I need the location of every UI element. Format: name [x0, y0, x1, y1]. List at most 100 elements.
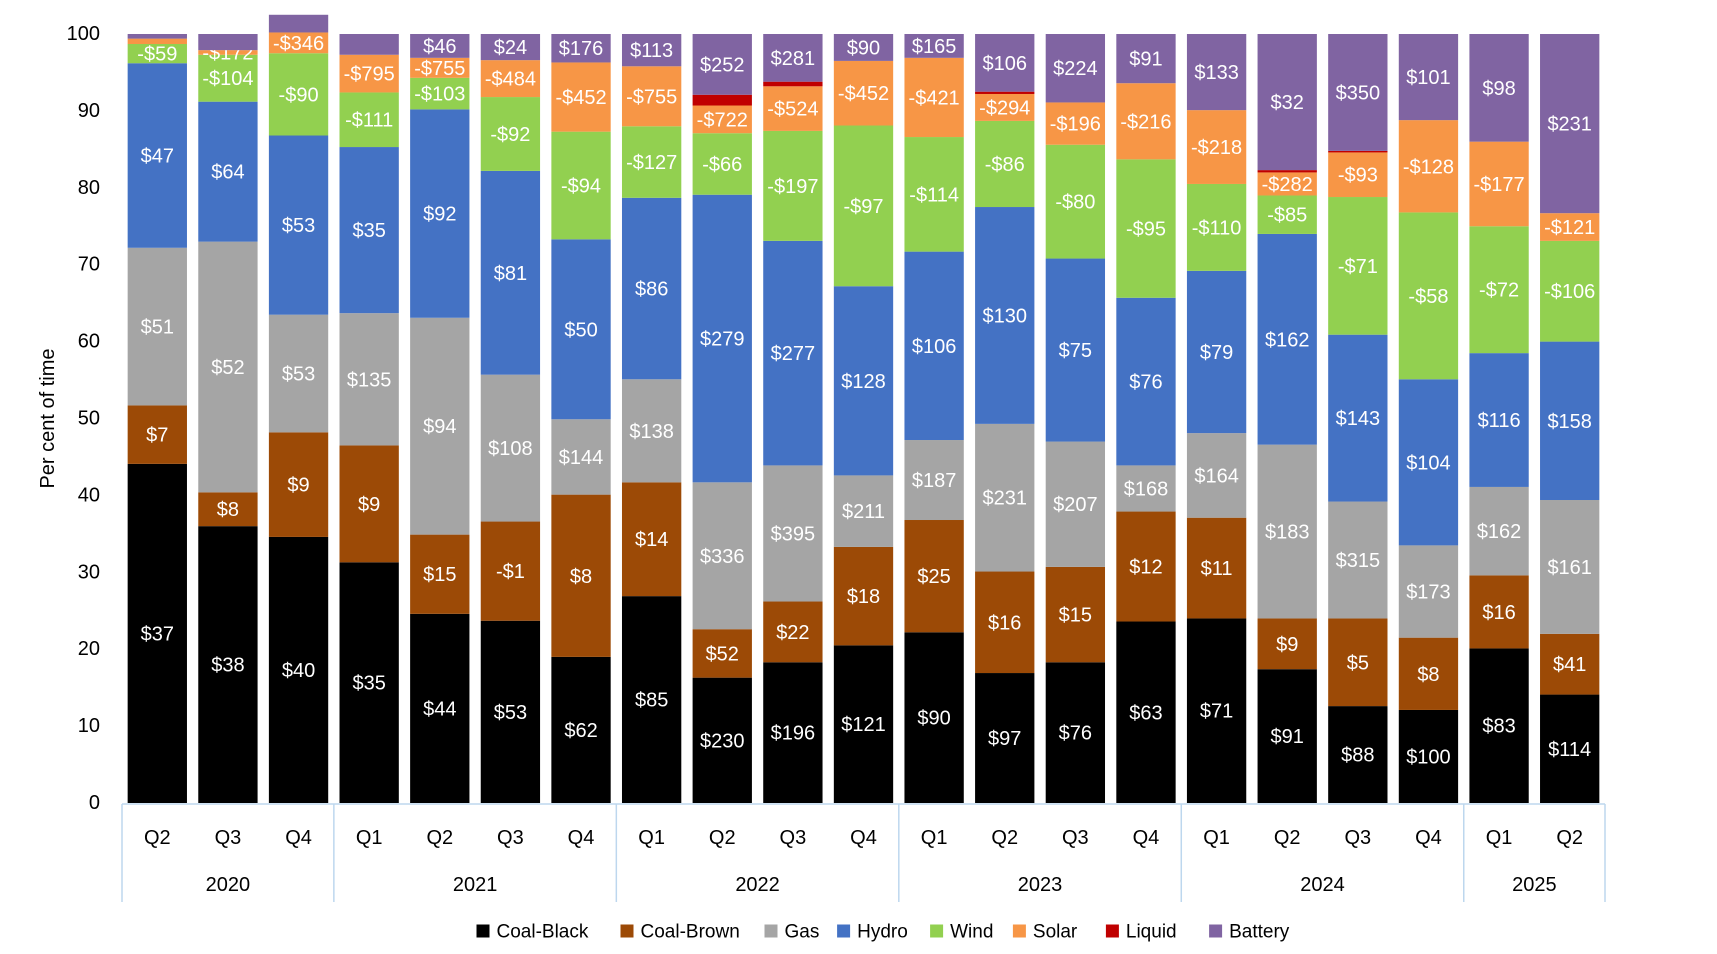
bar-segment-gas	[1328, 501, 1388, 619]
y-tick-label: 60	[78, 331, 100, 353]
bar-segment-wind	[410, 77, 470, 110]
data-label: $53	[282, 364, 315, 386]
data-label: -$106	[1544, 281, 1595, 303]
bar-segment-coal-brown	[975, 571, 1035, 674]
data-label: -$128	[1403, 156, 1454, 178]
bar-segment-coal-brown	[763, 601, 823, 663]
bar-segment-wind	[975, 120, 1035, 208]
bar-segment-wind	[1045, 144, 1106, 259]
legend-label: Wind	[950, 922, 993, 943]
data-label: $207	[1053, 494, 1098, 516]
bar-segment-solar	[339, 54, 399, 93]
data-label: $64	[211, 162, 244, 184]
data-label: $79	[1200, 342, 1233, 364]
data-label: -$484	[485, 69, 536, 91]
data-label: $5	[1347, 652, 1369, 674]
year-label: 2022	[735, 874, 780, 896]
data-label: $88	[1341, 745, 1374, 767]
data-label: $164	[1194, 465, 1239, 487]
bar-segment-coal-brown	[621, 482, 682, 597]
data-label: -$66	[702, 154, 742, 176]
data-label: $8	[217, 499, 239, 521]
data-label: $165	[912, 36, 957, 58]
bar-segment-gas	[268, 314, 329, 433]
data-label: -$177	[1473, 174, 1524, 196]
data-label: -$104	[202, 68, 253, 90]
data-label: $18	[847, 586, 880, 608]
data-label: $135	[347, 369, 392, 391]
data-label: $44	[423, 698, 456, 720]
data-label: -$97	[843, 196, 883, 218]
data-label: $83	[1482, 716, 1515, 738]
bar-segment-coal-black	[763, 662, 823, 803]
data-label: $32	[1271, 92, 1304, 114]
data-label: $224	[1053, 58, 1098, 80]
bar-segment-hydro	[1186, 270, 1247, 434]
bar-segment-battery	[904, 34, 964, 58]
year-label: 2024	[1300, 874, 1345, 896]
data-label: $52	[706, 643, 739, 665]
data-label: $162	[1265, 329, 1310, 351]
bar-segment-battery	[339, 34, 399, 55]
bar-segment-hydro	[551, 239, 611, 420]
bar-segment-battery	[410, 34, 470, 58]
x-tick-label: Q3	[1344, 827, 1371, 849]
data-label: -$218	[1191, 137, 1242, 159]
legend-label: Coal-Black	[497, 922, 589, 943]
data-label: $12	[1129, 557, 1162, 579]
legend-label: Battery	[1229, 922, 1290, 943]
bar-segment-gas	[339, 313, 399, 446]
data-label: $116	[1478, 410, 1521, 432]
data-label: $231	[982, 488, 1027, 510]
data-label: -$282	[1262, 174, 1313, 196]
bar-segment-gas	[480, 374, 541, 522]
data-label: $336	[700, 546, 745, 568]
bar-segment-coal-black	[198, 526, 258, 803]
legend-label: Coal-Brown	[641, 922, 740, 943]
legend-swatch-hydro	[837, 924, 851, 938]
bar-segment-gas	[1045, 441, 1106, 567]
data-label: $62	[564, 720, 597, 742]
data-label: -$90	[279, 84, 319, 106]
bar-segment-hydro	[1540, 341, 1600, 501]
bar-segment-gas	[1540, 500, 1600, 634]
bar-segment-wind	[198, 54, 258, 102]
bar-segment-solar	[1257, 172, 1317, 196]
bar-segment-coal-brown	[551, 494, 611, 657]
bar-segment-hydro	[904, 251, 964, 441]
data-label: $40	[282, 660, 315, 682]
data-label: -$196	[1050, 114, 1101, 136]
bar-segment-gas	[1116, 465, 1176, 512]
data-label: $143	[1336, 408, 1381, 430]
data-label: $50	[564, 319, 597, 341]
bar-segment-solar	[1045, 102, 1106, 145]
x-tick-label: Q1	[638, 827, 665, 849]
bar-segment-hydro	[1116, 297, 1176, 466]
data-label: $252	[700, 54, 745, 76]
data-label: -$755	[626, 86, 677, 108]
data-label: $90	[847, 37, 880, 59]
data-label: -$59	[137, 44, 177, 66]
legend-swatch-solar	[1012, 924, 1026, 938]
bar-segment-wind	[268, 53, 329, 136]
data-label: $16	[988, 612, 1021, 634]
legend-swatch-coal-brown	[620, 924, 634, 938]
bar-segment-battery	[1116, 34, 1176, 84]
y-tick-label: 20	[78, 638, 100, 660]
data-label: $71	[1200, 701, 1233, 723]
x-tick-label: Q2	[1556, 827, 1583, 849]
bar-segment-coal-brown	[1540, 633, 1600, 695]
data-label: $106	[982, 53, 1027, 75]
data-label: $75	[1059, 340, 1092, 362]
data-label: $97	[988, 728, 1021, 750]
data-label: $46	[423, 36, 456, 58]
bar-segment-liquid	[692, 94, 752, 106]
y-tick-label: 70	[78, 254, 100, 276]
y-axis-title: Per cent of time	[37, 348, 59, 488]
data-label: $100	[1406, 746, 1451, 768]
bar-segment-solar	[1328, 152, 1388, 198]
data-label: -$103	[414, 84, 465, 106]
bar-segment-liquid	[1257, 170, 1317, 173]
bar-segment-coal-brown	[1398, 637, 1459, 710]
